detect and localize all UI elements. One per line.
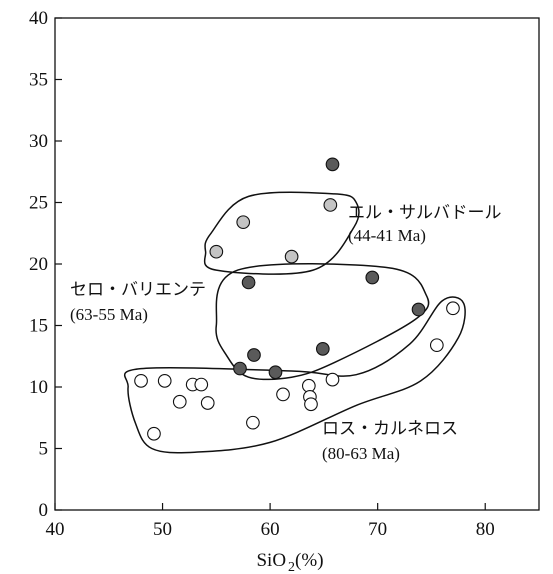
- y-tick-label: 30: [29, 131, 48, 152]
- cerro-verde-point: [233, 361, 247, 376]
- cerro-verde-point: [268, 365, 283, 380]
- los-carneros-point: [134, 374, 148, 388]
- x-tick-label: 50: [153, 519, 172, 540]
- group-age-cerro-verde: (63-55 Ma): [70, 305, 148, 324]
- group-outlines: [123, 191, 466, 454]
- group-label-los-carneros: ロス・カルネロス: [322, 419, 458, 439]
- y-tick-label: 0: [39, 500, 49, 521]
- y-tick-label: 20: [29, 254, 48, 275]
- los-carneros-point: [200, 396, 215, 410]
- los-carneros-point: [147, 426, 161, 441]
- x-axis-label: SiO 2(%): [256, 550, 323, 574]
- group-age-el-salvador: (44-41 Ma): [348, 226, 426, 245]
- los-carneros-point: [246, 415, 260, 430]
- el-salvador-point: [323, 198, 338, 212]
- cerro-verde-point: [365, 270, 380, 285]
- x-tick-label: 60: [261, 519, 280, 540]
- los-carneros-point: [325, 372, 340, 387]
- los-carneros-point: [446, 301, 460, 316]
- cerro-verde-point: [241, 275, 256, 290]
- cerro-verde-point: [325, 157, 340, 172]
- y-tick-label: 40: [29, 8, 48, 29]
- cerro-verde-outline: [215, 263, 430, 381]
- x-tick-label: 70: [368, 519, 387, 540]
- el-salvador-point: [236, 215, 251, 230]
- el-salvador-point: [284, 249, 299, 264]
- y-tick-label: 15: [29, 316, 48, 337]
- los-carneros-point: [194, 377, 209, 392]
- x-tick-label: 40: [46, 519, 65, 540]
- los-carneros-point: [429, 338, 444, 353]
- axes: 40 50 60 70 80 0 5 10 15 20 25 30 35 40: [29, 8, 495, 540]
- los-carneros-point: [276, 387, 290, 402]
- cerro-verde-point: [411, 302, 426, 317]
- los-carneros-outline: [123, 296, 466, 454]
- cerro-verde-point: [315, 342, 330, 356]
- y-tick-label: 10: [29, 377, 48, 398]
- group-label-cerro-verde: セロ・バリエンテ: [70, 280, 206, 300]
- group-label-el-salvador: エル・サルバドール: [348, 203, 502, 223]
- x-tick-label: 80: [476, 519, 495, 540]
- y-tick-label: 25: [29, 193, 48, 214]
- el-salvador-point: [209, 244, 224, 259]
- cerro-verde-point: [247, 348, 261, 362]
- el-salvador-outline: [203, 191, 360, 275]
- group-age-los-carneros: (80-63 Ma): [322, 444, 400, 463]
- y-tick-label: 35: [29, 70, 48, 91]
- los-carneros-point: [172, 394, 187, 409]
- y-tick-label: 5: [39, 439, 49, 460]
- los-carneros-point: [304, 397, 318, 412]
- los-carneros-point: [157, 374, 172, 388]
- data-points: [134, 157, 460, 441]
